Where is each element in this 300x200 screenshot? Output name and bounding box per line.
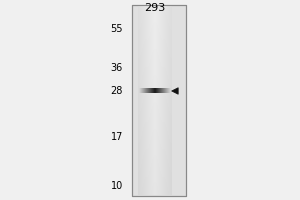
Text: 10: 10 <box>111 181 123 191</box>
Text: 36: 36 <box>111 63 123 73</box>
Text: 55: 55 <box>110 24 123 34</box>
Bar <box>132 5 186 196</box>
Polygon shape <box>172 88 178 94</box>
Bar <box>132 5 186 196</box>
Text: 28: 28 <box>111 86 123 96</box>
Text: 17: 17 <box>111 132 123 142</box>
Text: 293: 293 <box>144 3 165 13</box>
